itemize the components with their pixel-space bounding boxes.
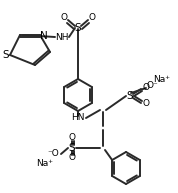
Text: N: N bbox=[40, 31, 48, 41]
Text: O⁻: O⁻ bbox=[146, 81, 158, 91]
Text: O: O bbox=[61, 14, 67, 23]
Text: S: S bbox=[75, 23, 81, 33]
Text: S: S bbox=[127, 91, 133, 101]
Text: HN: HN bbox=[71, 113, 85, 123]
Text: O: O bbox=[69, 153, 75, 163]
Text: O: O bbox=[143, 84, 150, 92]
Text: ⁻O: ⁻O bbox=[47, 150, 59, 158]
Text: NH: NH bbox=[55, 32, 69, 41]
Text: O: O bbox=[88, 14, 96, 23]
Text: Na⁺: Na⁺ bbox=[153, 75, 171, 85]
Text: S: S bbox=[69, 143, 75, 153]
Text: O: O bbox=[143, 100, 150, 108]
Text: O: O bbox=[69, 134, 75, 142]
Text: Na⁺: Na⁺ bbox=[36, 158, 54, 168]
Text: S: S bbox=[3, 50, 9, 60]
